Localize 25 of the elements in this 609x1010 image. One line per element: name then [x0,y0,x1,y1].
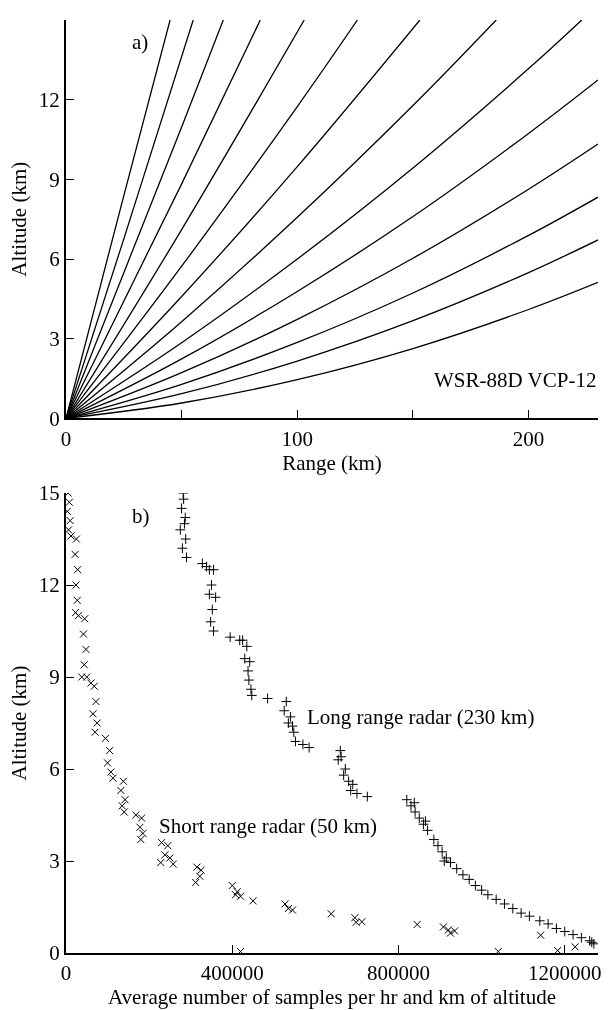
y-tick-label: 3 [49,849,60,874]
series-label: Long range radar (230 km) [307,705,535,729]
x-tick-label: 400000 [200,961,264,986]
annotation: WSR-88D VCP-12 [434,368,597,392]
y-axis-title: Altitude (km) [7,161,32,277]
y-tick-label: 9 [49,665,60,690]
y-tick-label: 6 [49,757,60,782]
y-tick-label: 9 [49,167,60,192]
x-axis-title: Range (km) [282,450,382,475]
x-tick-label: 800000 [367,961,430,986]
series-label: Short range radar (50 km) [159,814,378,838]
y-tick-label: 12 [38,573,60,598]
annotation: b) [132,504,150,528]
y-tick-label: 6 [49,247,60,272]
x-tick-label: 1200000 [528,961,602,986]
y-tick-label: 12 [38,88,60,113]
x-tick-label: 100 [281,426,314,451]
y-tick-label: 3 [49,327,60,352]
x-axis-title: Average number of samples per hr and km of altitude [107,985,557,1010]
annotation: a) [132,30,149,54]
y-tick-label: 0 [49,406,60,431]
y-tick-label: 15 [38,481,60,506]
x-tick-label: 200 [512,426,545,451]
y-axis-title: Altitude (km) [7,665,32,781]
y-tick-label: 0 [49,941,60,966]
